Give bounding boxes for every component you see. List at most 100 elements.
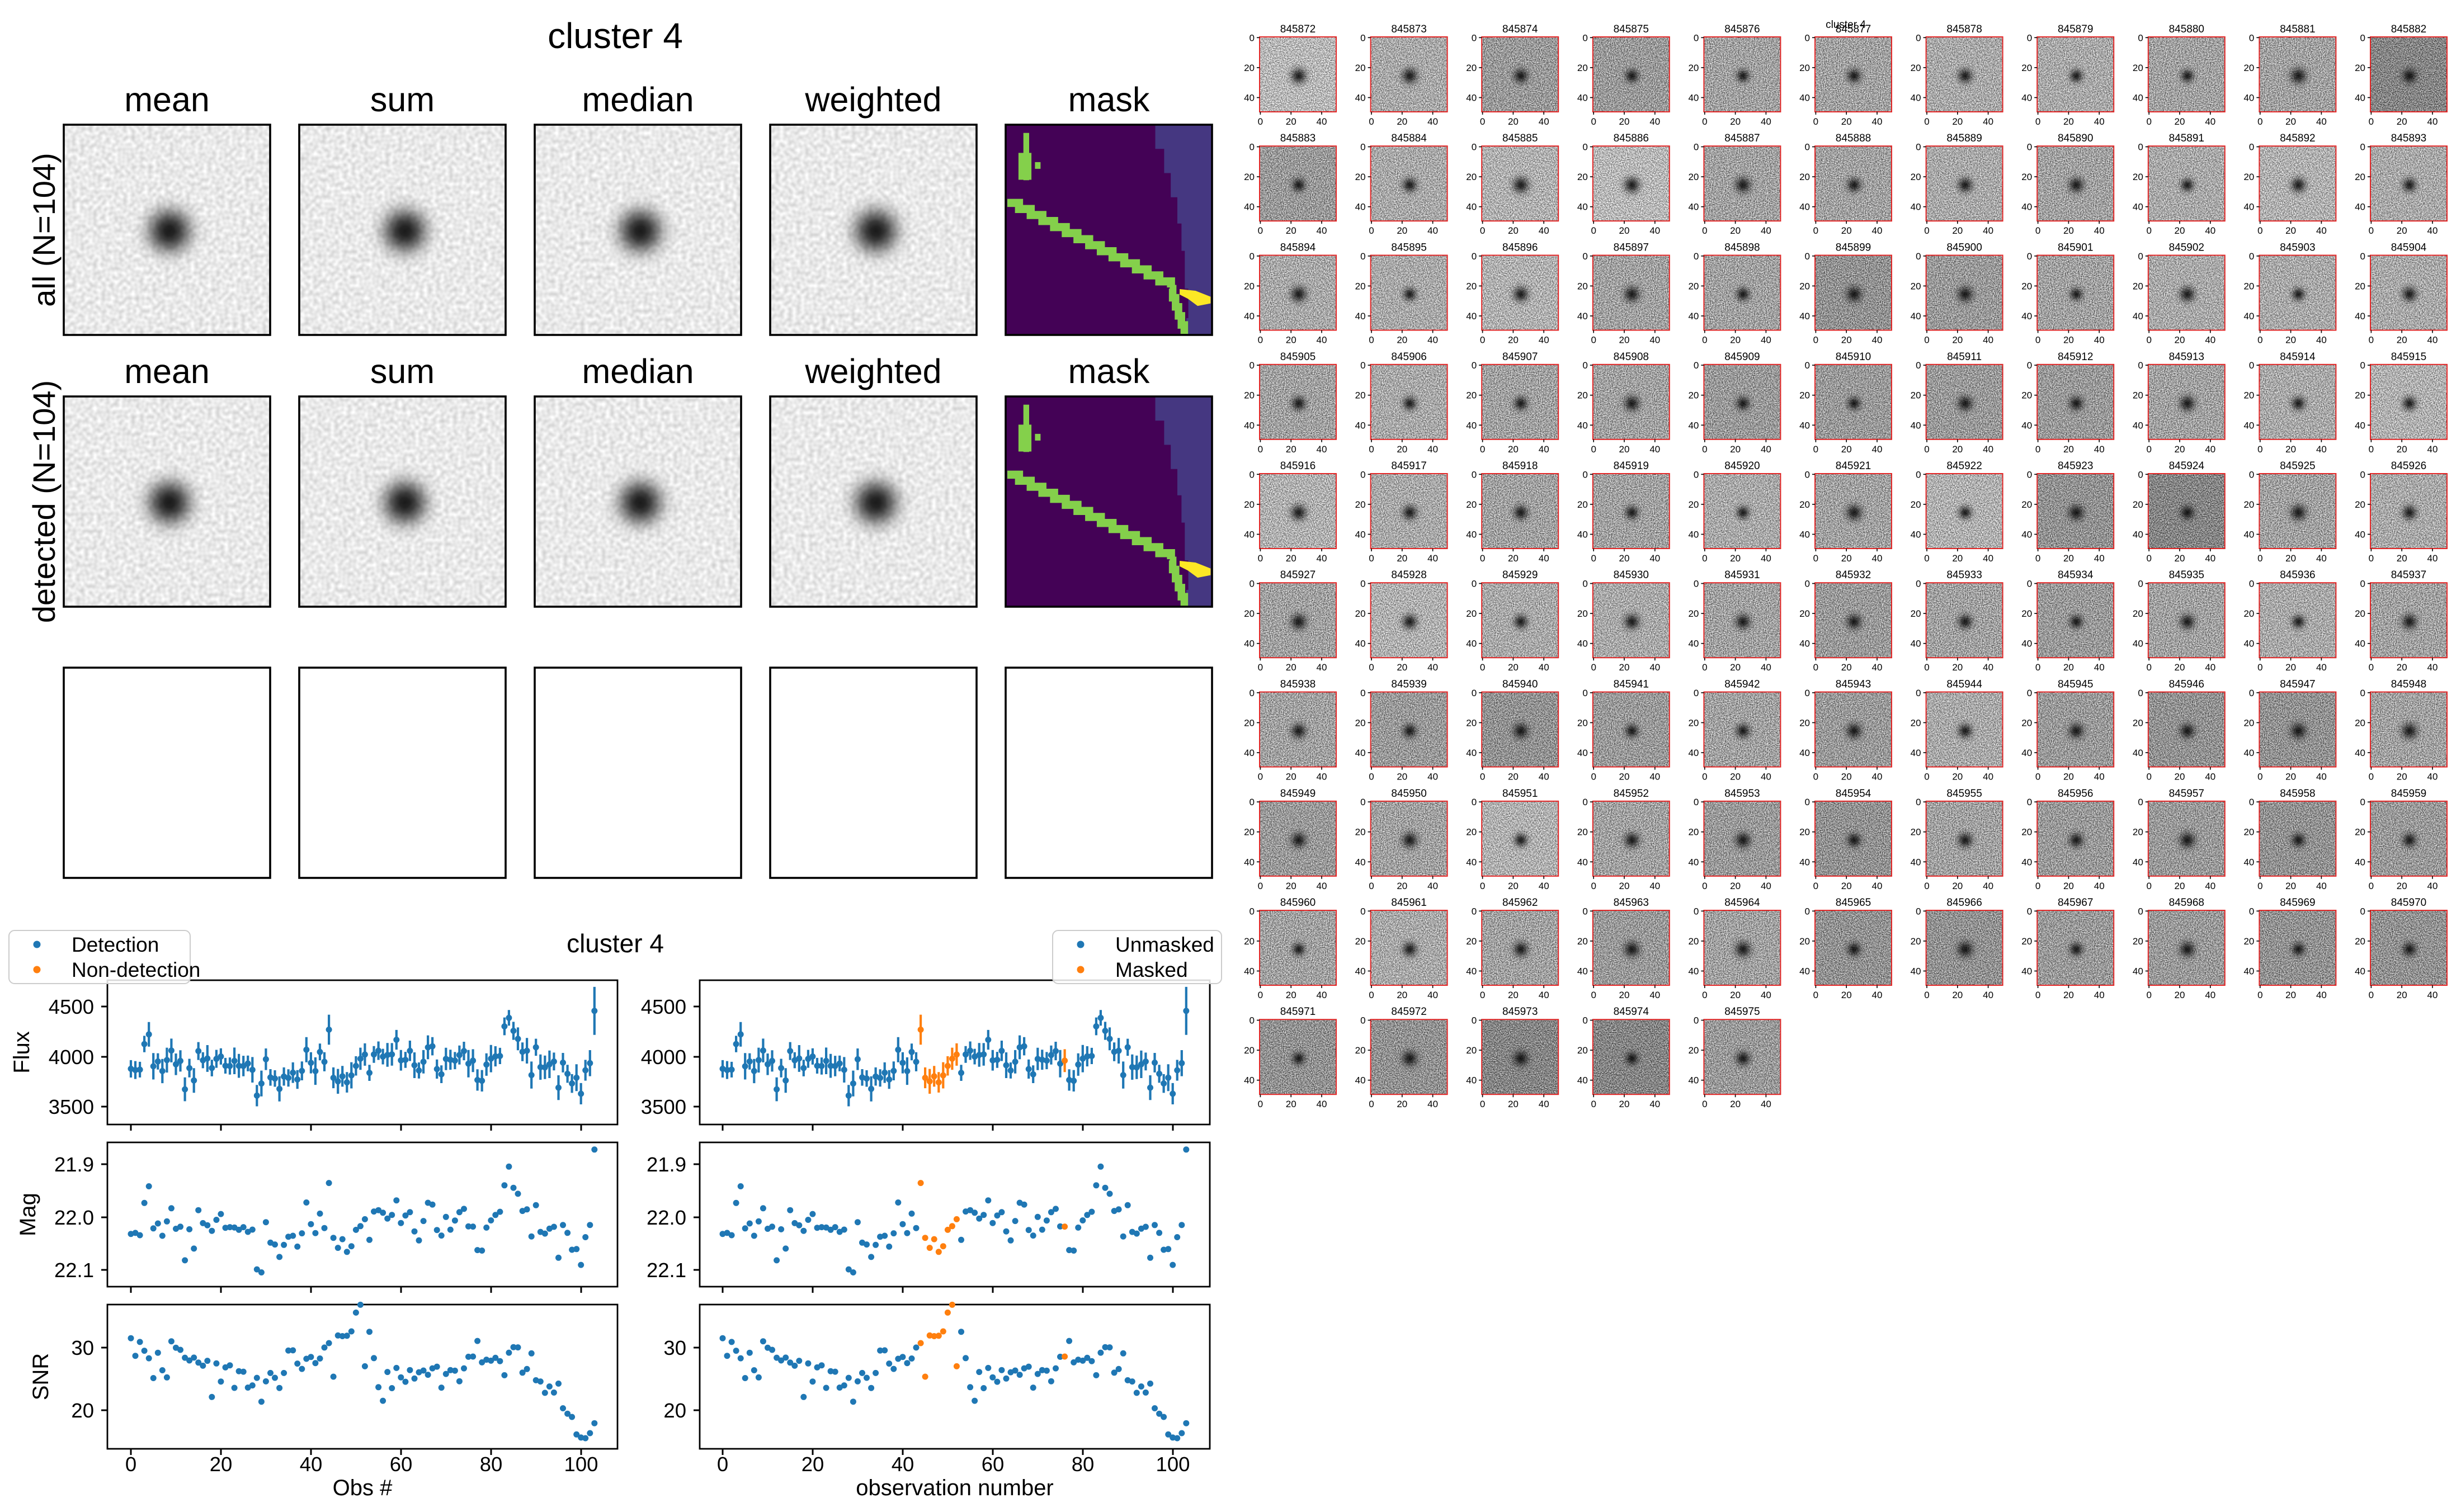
svg-text:40: 40	[1799, 420, 1810, 431]
svg-text:845952: 845952	[1614, 788, 1649, 800]
svg-text:0: 0	[1258, 553, 1263, 564]
svg-text:40: 40	[2427, 553, 2438, 564]
svg-text:40: 40	[1355, 748, 1366, 758]
svg-text:40: 40	[2427, 990, 2438, 1000]
svg-text:0: 0	[2360, 469, 2365, 480]
svg-text:40: 40	[1761, 225, 1771, 236]
svg-text:40: 40	[1872, 335, 1883, 346]
svg-text:20: 20	[1244, 1045, 1255, 1056]
svg-text:20: 20	[1619, 225, 1630, 236]
svg-text:0: 0	[2035, 990, 2040, 1000]
svg-text:40: 40	[1688, 748, 1699, 758]
svg-text:weighted: weighted	[804, 81, 941, 119]
svg-text:20: 20	[1466, 717, 1477, 728]
svg-text:40: 40	[2355, 857, 2365, 867]
svg-text:0: 0	[1582, 797, 1587, 807]
svg-text:20: 20	[1952, 225, 1963, 236]
svg-text:40: 40	[2094, 990, 2105, 1000]
svg-text:20: 20	[1244, 63, 1255, 73]
svg-text:20: 20	[1397, 772, 1407, 782]
svg-text:40: 40	[1688, 857, 1699, 867]
svg-text:845975: 845975	[1724, 1006, 1760, 1018]
svg-text:0: 0	[2360, 797, 2365, 807]
svg-text:0: 0	[1369, 1099, 1374, 1109]
svg-text:845892: 845892	[2280, 133, 2315, 144]
svg-text:0: 0	[1916, 32, 1921, 43]
svg-text:40: 40	[1761, 335, 1771, 346]
svg-text:cluster 4: cluster 4	[548, 16, 683, 56]
svg-text:0: 0	[1924, 553, 1929, 564]
svg-text:40: 40	[1355, 202, 1366, 212]
svg-text:0: 0	[2360, 142, 2365, 153]
svg-text:40: 40	[1355, 530, 1366, 540]
svg-text:845934: 845934	[2058, 569, 2094, 581]
svg-text:0: 0	[717, 1453, 728, 1476]
svg-text:40: 40	[1799, 93, 1810, 103]
svg-text:845893: 845893	[2391, 133, 2426, 144]
svg-text:0: 0	[1694, 360, 1699, 371]
svg-text:40: 40	[1427, 881, 1438, 891]
svg-text:40: 40	[2355, 966, 2365, 977]
svg-text:845958: 845958	[2280, 788, 2315, 800]
svg-text:20: 20	[2285, 116, 2296, 127]
svg-text:0: 0	[1258, 990, 1263, 1000]
svg-text:20: 20	[1355, 499, 1366, 510]
svg-text:0: 0	[1924, 662, 1929, 673]
svg-text:observation number: observation number	[856, 1476, 1054, 1500]
svg-text:0: 0	[2249, 906, 2254, 916]
svg-text:40: 40	[2094, 225, 2105, 236]
svg-text:0: 0	[1702, 225, 1707, 236]
svg-text:845933: 845933	[1946, 569, 1982, 581]
svg-text:20: 20	[2397, 662, 2407, 673]
svg-text:0: 0	[1591, 335, 1596, 346]
svg-text:40: 40	[2021, 748, 2032, 758]
svg-text:20: 20	[1286, 553, 1296, 564]
svg-text:845909: 845909	[1724, 351, 1760, 363]
svg-text:20: 20	[2285, 990, 2296, 1000]
svg-text:40: 40	[2355, 202, 2365, 212]
svg-text:20: 20	[2285, 772, 2296, 782]
svg-text:20: 20	[1355, 63, 1366, 73]
svg-text:0: 0	[1805, 469, 1810, 480]
svg-text:20: 20	[2063, 116, 2074, 127]
svg-text:0: 0	[1805, 142, 1810, 153]
svg-text:0: 0	[2027, 251, 2032, 262]
svg-text:20: 20	[1952, 662, 1963, 673]
svg-text:40: 40	[1539, 444, 1549, 455]
svg-text:40: 40	[2427, 881, 2438, 891]
svg-text:20: 20	[2021, 827, 2032, 838]
svg-text:40: 40	[1577, 311, 1588, 322]
svg-text:40: 40	[2355, 311, 2365, 322]
svg-text:845938: 845938	[1280, 679, 1316, 691]
svg-text:40: 40	[1427, 990, 1438, 1000]
svg-text:20: 20	[2133, 827, 2143, 838]
svg-text:0: 0	[1250, 360, 1255, 371]
svg-text:40: 40	[2094, 335, 2105, 346]
svg-text:40: 40	[1427, 225, 1438, 236]
svg-text:0: 0	[1582, 251, 1587, 262]
svg-text:40: 40	[1577, 966, 1588, 977]
svg-text:0: 0	[2138, 469, 2143, 480]
svg-text:845947: 845947	[2280, 679, 2315, 691]
svg-text:40: 40	[1688, 311, 1699, 322]
svg-text:845935: 845935	[2169, 569, 2204, 581]
svg-text:20: 20	[1508, 225, 1519, 236]
svg-text:0: 0	[1472, 1015, 1477, 1026]
svg-text:0: 0	[2369, 990, 2374, 1000]
svg-text:0: 0	[1258, 881, 1263, 891]
svg-text:40: 40	[1872, 990, 1883, 1000]
svg-text:845936: 845936	[2280, 569, 2315, 581]
svg-text:0: 0	[1924, 335, 1929, 346]
svg-text:0: 0	[1472, 579, 1477, 589]
svg-text:40: 40	[1427, 116, 1438, 127]
svg-text:20: 20	[2355, 390, 2365, 401]
svg-text:40: 40	[2427, 662, 2438, 673]
svg-text:40: 40	[1688, 639, 1699, 649]
svg-text:0: 0	[1702, 1099, 1707, 1109]
svg-text:20: 20	[1508, 662, 1519, 673]
svg-text:mask: mask	[1068, 81, 1150, 119]
svg-text:20: 20	[2175, 990, 2185, 1000]
svg-text:40: 40	[1355, 1075, 1366, 1086]
svg-text:40: 40	[1872, 772, 1883, 782]
svg-text:40: 40	[300, 1453, 323, 1476]
